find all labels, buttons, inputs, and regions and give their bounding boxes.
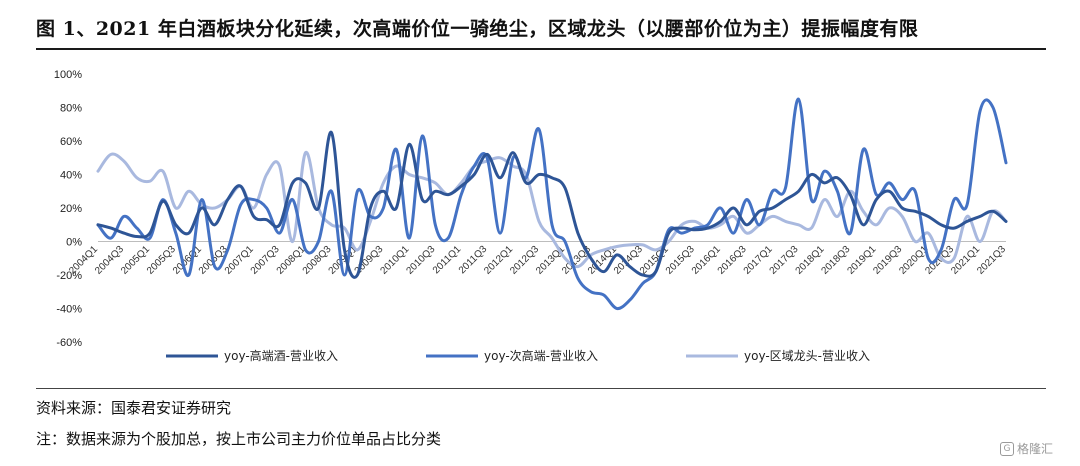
y-axis: -60% -40% -20% 0% 20% 40% 60% 80% 100% — [54, 69, 82, 349]
y-tick-label: -40% — [56, 304, 82, 316]
notes-divider — [36, 388, 1046, 389]
x-tick-label: 2021Q3 — [975, 244, 1008, 277]
legend-label-0: yoy-高端酒-营业收入 — [224, 348, 338, 363]
y-tick-label: 20% — [60, 203, 82, 215]
line-chart-svg: -60% -40% -20% 0% 20% 40% 60% 80% 100% 2004Q1200… — [54, 69, 1009, 363]
title-divider — [36, 48, 1046, 50]
watermark: G 格隆汇 — [1000, 440, 1053, 457]
legend-label-1: yoy-次高端-营业收入 — [484, 348, 598, 363]
source-note: 资料来源：国泰君安证券研究 — [36, 399, 232, 417]
y-tick-label: 60% — [60, 136, 82, 148]
x-axis: 2004Q12004Q32005Q12005Q32006Q12006Q32007… — [67, 241, 1008, 277]
legend: yoy-高端酒-营业收入 yoy-次高端-营业收入 yoy-区域龙头-营业收入 — [166, 348, 870, 363]
series-line-0 — [96, 131, 1008, 279]
x-tick-label: 2010Q3 — [404, 244, 437, 277]
y-tick-label: 100% — [54, 69, 82, 81]
watermark-text: 格隆汇 — [1017, 442, 1054, 456]
series-line-2 — [96, 151, 1008, 269]
y-tick-label: 80% — [60, 103, 82, 115]
series-line-1 — [96, 97, 1008, 311]
series-layer — [96, 97, 1008, 311]
y-tick-label: -20% — [56, 270, 82, 282]
legend-label-2: yoy-区域龙头-营业收入 — [744, 349, 870, 363]
chart: -60% -40% -20% 0% 20% 40% 60% 80% 100% 2004Q1 200… — [36, 56, 1046, 386]
footnote: 注：数据来源为个股加总，按上市公司主力价位单品占比分类 — [36, 430, 442, 448]
watermark-logo-icon: G — [1000, 441, 1014, 456]
y-tick-label: 0% — [66, 237, 82, 249]
y-tick-label: -60% — [56, 337, 82, 349]
y-tick-label: 40% — [60, 170, 82, 182]
figure-title: 图 1、2021 年白酒板块分化延续，次高端价位一骑绝尘，区域龙头（以腰部价位为… — [36, 18, 919, 40]
